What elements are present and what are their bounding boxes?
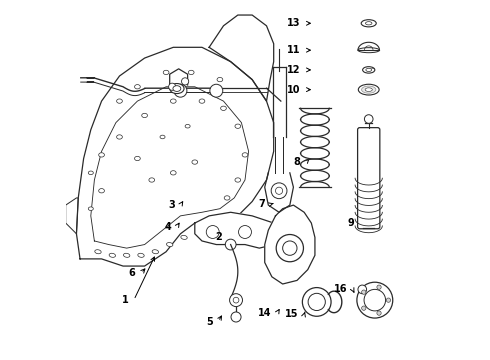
Circle shape bbox=[275, 187, 283, 194]
Ellipse shape bbox=[152, 250, 159, 254]
Ellipse shape bbox=[362, 86, 376, 93]
Ellipse shape bbox=[88, 171, 93, 175]
Circle shape bbox=[362, 306, 366, 310]
Text: 16: 16 bbox=[334, 284, 347, 294]
Ellipse shape bbox=[123, 253, 130, 257]
Circle shape bbox=[377, 311, 381, 315]
Ellipse shape bbox=[238, 221, 245, 225]
Ellipse shape bbox=[235, 124, 241, 129]
Circle shape bbox=[357, 282, 393, 318]
Circle shape bbox=[225, 239, 236, 250]
Text: 11: 11 bbox=[287, 45, 300, 55]
Ellipse shape bbox=[365, 88, 372, 91]
Text: 10: 10 bbox=[287, 85, 300, 95]
FancyBboxPatch shape bbox=[358, 128, 380, 229]
Text: 1: 1 bbox=[122, 295, 128, 305]
Ellipse shape bbox=[95, 250, 101, 254]
Circle shape bbox=[302, 288, 331, 316]
Ellipse shape bbox=[181, 235, 187, 239]
Ellipse shape bbox=[220, 106, 226, 111]
Circle shape bbox=[276, 234, 303, 262]
Polygon shape bbox=[76, 47, 274, 266]
Ellipse shape bbox=[109, 253, 116, 257]
Text: 5: 5 bbox=[206, 317, 213, 327]
Ellipse shape bbox=[142, 113, 147, 118]
Ellipse shape bbox=[358, 48, 379, 53]
Circle shape bbox=[174, 84, 187, 97]
Ellipse shape bbox=[149, 178, 155, 182]
Circle shape bbox=[206, 226, 219, 238]
Circle shape bbox=[283, 241, 297, 255]
Circle shape bbox=[364, 289, 386, 311]
Ellipse shape bbox=[185, 125, 190, 128]
Circle shape bbox=[169, 83, 176, 90]
Text: 9: 9 bbox=[347, 218, 354, 228]
Ellipse shape bbox=[235, 178, 241, 182]
Ellipse shape bbox=[361, 20, 376, 27]
Ellipse shape bbox=[192, 160, 197, 164]
Circle shape bbox=[308, 293, 325, 311]
Ellipse shape bbox=[363, 67, 375, 73]
Ellipse shape bbox=[366, 68, 371, 72]
Ellipse shape bbox=[358, 84, 379, 95]
Ellipse shape bbox=[135, 85, 140, 89]
Polygon shape bbox=[195, 212, 281, 248]
Ellipse shape bbox=[173, 86, 181, 91]
Ellipse shape bbox=[242, 153, 248, 157]
Ellipse shape bbox=[170, 84, 184, 94]
Ellipse shape bbox=[210, 225, 216, 229]
Circle shape bbox=[239, 226, 251, 238]
Text: 14: 14 bbox=[258, 308, 272, 318]
Text: 2: 2 bbox=[215, 232, 221, 242]
Ellipse shape bbox=[117, 99, 122, 103]
Ellipse shape bbox=[224, 221, 230, 225]
Ellipse shape bbox=[98, 153, 104, 157]
Circle shape bbox=[386, 298, 391, 302]
Ellipse shape bbox=[199, 99, 205, 103]
Text: 7: 7 bbox=[258, 199, 265, 210]
Ellipse shape bbox=[188, 70, 194, 75]
Circle shape bbox=[210, 84, 223, 97]
Ellipse shape bbox=[160, 135, 165, 139]
Ellipse shape bbox=[163, 70, 169, 75]
Text: 4: 4 bbox=[165, 222, 172, 231]
Ellipse shape bbox=[366, 22, 372, 25]
Circle shape bbox=[358, 285, 367, 294]
Ellipse shape bbox=[117, 135, 122, 139]
Polygon shape bbox=[66, 198, 78, 234]
Circle shape bbox=[233, 297, 239, 303]
Text: 8: 8 bbox=[294, 157, 300, 167]
Ellipse shape bbox=[171, 99, 176, 103]
Ellipse shape bbox=[217, 77, 223, 82]
Text: 15: 15 bbox=[285, 310, 299, 319]
Ellipse shape bbox=[167, 243, 173, 247]
Text: 12: 12 bbox=[287, 65, 300, 75]
Polygon shape bbox=[209, 15, 274, 101]
Polygon shape bbox=[265, 205, 315, 284]
Text: 6: 6 bbox=[129, 268, 136, 278]
Ellipse shape bbox=[195, 228, 201, 232]
Circle shape bbox=[230, 294, 243, 307]
Ellipse shape bbox=[138, 253, 144, 257]
Circle shape bbox=[362, 290, 366, 294]
Ellipse shape bbox=[88, 207, 93, 211]
Circle shape bbox=[231, 312, 241, 322]
Ellipse shape bbox=[224, 196, 230, 200]
Ellipse shape bbox=[98, 189, 104, 193]
Ellipse shape bbox=[171, 171, 176, 175]
Circle shape bbox=[365, 115, 373, 123]
Text: 3: 3 bbox=[169, 200, 175, 210]
Text: 13: 13 bbox=[287, 18, 300, 28]
Ellipse shape bbox=[135, 156, 140, 161]
Ellipse shape bbox=[361, 20, 376, 27]
Circle shape bbox=[181, 78, 189, 85]
Circle shape bbox=[271, 183, 287, 199]
Circle shape bbox=[377, 285, 381, 289]
